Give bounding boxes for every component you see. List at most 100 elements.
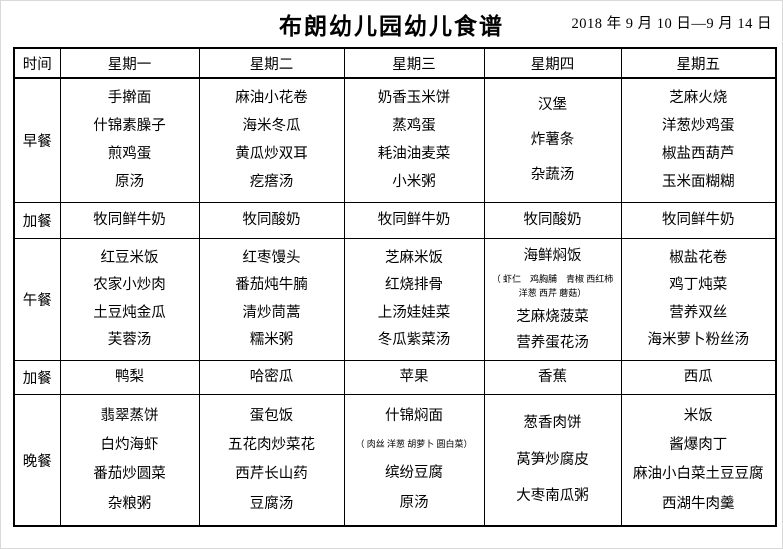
meal-row: 加餐 鸭梨 哈密瓜 苹果 香蕉 西瓜 [13, 360, 777, 395]
meal-label-cell: 午餐 [13, 238, 61, 361]
meal-label-cell: 加餐 [13, 202, 61, 239]
dish-item: 芙蓉汤 [107, 332, 152, 349]
menu-cell: 蛋包饭五花肉炒菜花 西芹长山药豆腐汤 [198, 394, 345, 527]
dish-item: 鸭梨 [115, 369, 144, 386]
page-title: 布朗幼儿园幼儿食谱 [279, 14, 504, 39]
dish-item: 缤纷豆腐 [385, 465, 443, 482]
menu-cell: 奶香玉米饼 蒸鸡蛋 耗油油麦菜 小米粥 [343, 77, 485, 203]
dish-item: 洋葱炒鸡蛋 [662, 118, 735, 135]
menu-cell: 香蕉 [483, 360, 622, 395]
menu-cell: 哈密瓜 [198, 360, 345, 395]
dish-item: 西芹长山药 [235, 466, 308, 483]
day-header-cell-3: 星期三 [343, 47, 485, 79]
dish-item: 香蕉 [538, 369, 567, 386]
menu-cell: 鸭梨 [59, 360, 200, 395]
dish-ingredients-note: （ 肉丝 洋葱 胡萝卜 圆白菜） [355, 439, 473, 450]
dish-item: 上汤娃娃菜 [377, 304, 451, 321]
dish-item: 红烧排骨 [385, 277, 443, 294]
dish-item: 牧同鲜牛奶 [377, 212, 451, 229]
dish-item: 炸薯条 [530, 132, 575, 149]
dish-item: 椒盐花卷 [669, 249, 728, 266]
menu-cell: 麻油小花卷 海米冬瓜 黄瓜炒双耳 疙瘩汤 [198, 77, 345, 203]
dish-item: 汉堡 [538, 97, 567, 114]
menu-cell: 芝麻火烧洋葱炒鸡蛋椒盐西葫芦玉米面糊糊 [620, 77, 777, 203]
menu-cell: 西瓜 [620, 360, 777, 395]
menu-cell: 米饭 酱爆肉丁 麻油小白菜土豆豆腐 西湖牛肉羹 [620, 394, 777, 527]
dish-item: 玉米面糊糊 [662, 174, 735, 191]
dish-item: 清炒茼蒿 [242, 304, 301, 321]
dish-item: 奶香玉米饼 [377, 90, 451, 107]
dish-item: 耗油油麦菜 [377, 146, 451, 163]
day-header-cell-1: 星期一 [59, 47, 200, 79]
menu-cell: 什锦焖面 （ 肉丝 洋葱 胡萝卜 圆白菜） 缤纷豆腐 原汤 [343, 394, 485, 527]
dish-item: 营养蛋花汤 [516, 334, 589, 351]
menu-cell: 牧同鲜牛奶 [620, 202, 777, 239]
dish-ingredients-note: （ 虾仁 鸡胸脯 青椒 西红柿 洋葱 西芹 蘑菇） [491, 274, 614, 298]
day-header-cell-4: 星期四 [483, 47, 622, 79]
dish-item: 西瓜 [683, 369, 713, 386]
menu-table-body: 早餐 手擀面 什锦素臊子 煎鸡蛋 原汤 麻油小花卷 海米冬瓜 黄瓜炒双耳 疙瘩汤 奶香玉米饼 蒸鸡蛋… [13, 77, 777, 527]
menu-cell: 手擀面 什锦素臊子 煎鸡蛋 原汤 [59, 77, 200, 203]
dish-item: 小米粥 [392, 174, 436, 191]
dish-item: 海米萝卜粉丝汤 [647, 332, 750, 349]
menu-cell: 牧同酸奶 [483, 202, 622, 239]
dish-item: 翡翠蒸饼 [100, 407, 159, 424]
dish-item: 牧同酸奶 [242, 212, 301, 229]
menu-cell: 牧同鲜牛奶 [59, 202, 200, 239]
dish-item: 鸡丁炖菜 [669, 277, 728, 294]
dish-item: 豆腐汤 [249, 495, 294, 512]
dish-item: 芝麻火烧 [669, 90, 728, 107]
meal-row: 午餐 红豆米饭 农家小炒肉 土豆炖金瓜 芙蓉汤 红枣馒头 番茄炖牛腩 清炒茼蒿 糯米粥 芝麻米饭红… [13, 238, 777, 361]
meal-label-cell: 加餐 [13, 360, 61, 395]
dish-item: 椒盐西葫芦 [662, 146, 735, 163]
dish-item: 红豆米饭 [100, 249, 159, 266]
dish-item: 莴笋炒腐皮 [516, 451, 589, 468]
menu-table: 时间 星期一 星期二 星期三 星期四 星期五 早餐 手擀面 什锦素臊子 煎鸡蛋 原汤 麻油小花卷 海米… [13, 47, 777, 527]
menu-cell: 红豆米饭 农家小炒肉 土豆炖金瓜 芙蓉汤 [59, 238, 200, 361]
dish-item: 苹果 [399, 369, 429, 386]
dish-item: 蛋包饭 [249, 407, 294, 424]
dish-item: 哈密瓜 [249, 369, 294, 386]
dish-item: 番茄炖牛腩 [235, 277, 308, 294]
dish-item: 牧同鲜牛奶 [662, 212, 735, 229]
dish-item: 大枣南瓜粥 [516, 488, 589, 505]
menu-cell: 苹果 [343, 360, 485, 395]
dish-item: 米饭 [683, 407, 713, 424]
dish-item: 手擀面 [107, 90, 152, 107]
menu-cell: 海鲜焖饭 （ 虾仁 鸡胸脯 青椒 西红柿 洋葱 西芹 蘑菇） 芝麻烧菠菜营养蛋花汤 [483, 238, 622, 361]
dish-item: 土豆炖金瓜 [93, 304, 166, 321]
corner-header-cell: 时间 [13, 47, 61, 79]
meal-row: 早餐 手擀面 什锦素臊子 煎鸡蛋 原汤 麻油小花卷 海米冬瓜 黄瓜炒双耳 疙瘩汤 奶香玉米饼 蒸鸡蛋… [13, 77, 777, 203]
dish-item: 芝麻烧菠菜 [516, 309, 589, 326]
menu-cell: 红枣馒头 番茄炖牛腩 清炒茼蒿 糯米粥 [198, 238, 345, 361]
dish-item: 冬瓜紫菜汤 [377, 332, 451, 349]
dish-item: 海鲜焖饭 [523, 247, 582, 264]
dish-item: 五花肉炒菜花 [228, 436, 315, 453]
menu-cell: 牧同酸奶 [198, 202, 345, 239]
day-header-cell-2: 星期二 [198, 47, 345, 79]
table-header-row: 时间 星期一 星期二 星期三 星期四 星期五 [13, 47, 777, 79]
dish-item: 西湖牛肉羹 [662, 495, 735, 512]
meal-row: 晚餐 翡翠蒸饼 白灼海虾 番茄炒圆菜 杂粮粥 蛋包饭 五花肉炒菜花 西芹长山药 豆腐汤 什锦焖面（… [13, 394, 777, 527]
document-header: 布朗幼儿园幼儿食谱 2018 年 9 月 10 日—9 月 14 日 [1, 1, 782, 47]
meal-label-cell: 晚餐 [13, 394, 61, 527]
dish-item: 牧同酸奶 [523, 212, 582, 229]
day-header-cell-5: 星期五 [620, 47, 777, 79]
dish-item: 黄瓜炒双耳 [235, 146, 308, 163]
dish-item: 酱爆肉丁 [669, 436, 728, 453]
menu-cell: 牧同鲜牛奶 [343, 202, 485, 239]
meal-label-cell: 早餐 [13, 77, 61, 203]
dish-item: 杂粮粥 [107, 495, 152, 512]
dish-item: 营养双丝 [669, 304, 728, 321]
menu-cell: 汉堡 炸薯条 杂蔬汤 [483, 77, 622, 203]
dish-item: 疙瘩汤 [249, 174, 294, 191]
dish-item: 什锦焖面 [385, 408, 443, 425]
menu-cell: 翡翠蒸饼 白灼海虾 番茄炒圆菜 杂粮粥 [59, 394, 200, 527]
dish-item: 葱香肉饼 [523, 414, 582, 431]
dish-item: 什锦素臊子 [93, 118, 166, 135]
date-range: 2018 年 9 月 10 日—9 月 14 日 [571, 16, 772, 32]
meal-row: 加餐 牧同鲜牛奶 牧同酸奶 牧同鲜牛奶 牧同酸奶 牧同鲜牛奶 [13, 202, 777, 239]
dish-item: 番茄炒圆菜 [93, 466, 166, 483]
menu-cell: 椒盐花卷鸡丁炖菜营养双丝海米萝卜粉丝汤 [620, 238, 777, 361]
